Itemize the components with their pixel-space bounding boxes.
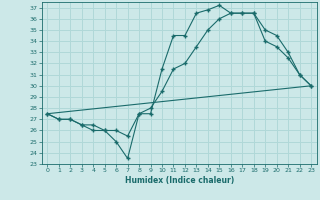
X-axis label: Humidex (Indice chaleur): Humidex (Indice chaleur) — [124, 176, 234, 185]
